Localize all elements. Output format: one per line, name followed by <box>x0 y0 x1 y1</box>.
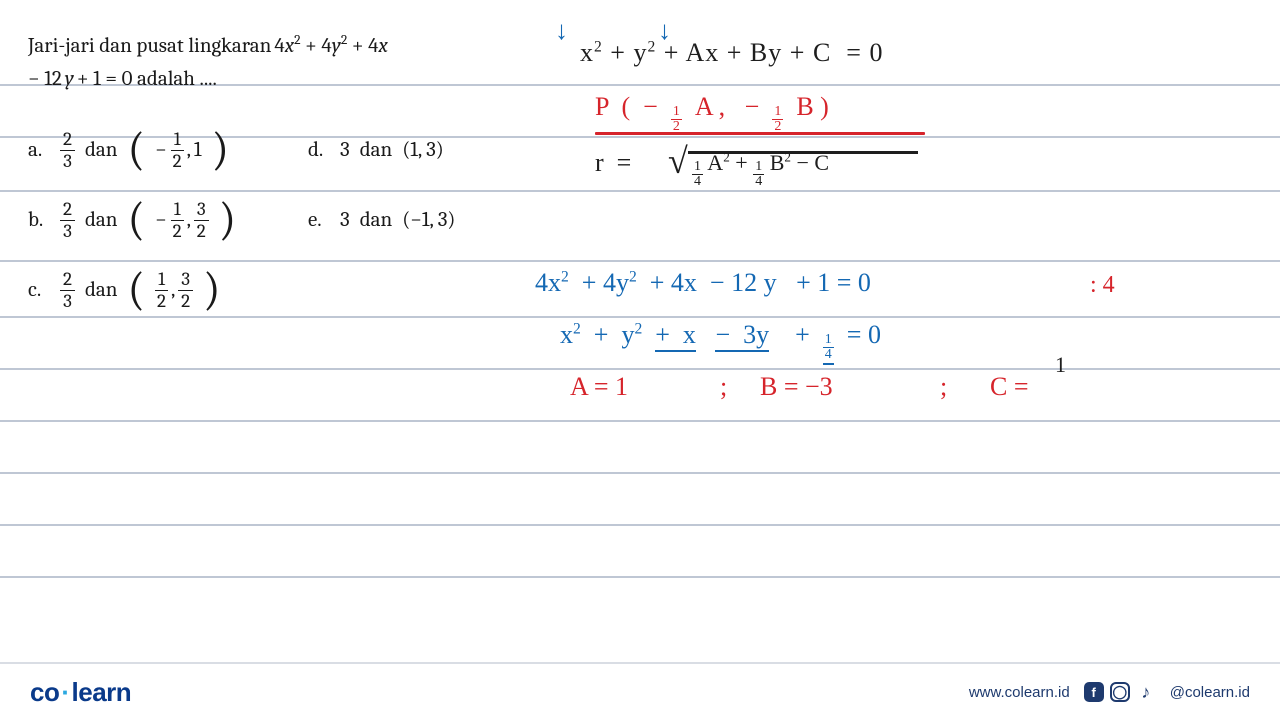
choice-b-label: b. <box>28 208 50 232</box>
hw-given-equation: 4x2 + 4y2 + 4x − 12 y + 1 = 0 <box>535 268 871 298</box>
choice-c-label: c. <box>28 278 50 302</box>
dot-icon: · <box>59 677 71 707</box>
q-prefix: Jari-jari dan pusat lingkaran <box>28 30 271 63</box>
hw-radius-expr: 14 A2 + 14 B2 − C <box>692 150 829 189</box>
footer-right: www.colearn.id f ◯ ♪ @colearn.id <box>969 682 1250 702</box>
choice-e-label: e. <box>308 208 330 232</box>
hw-center-underline <box>595 132 925 135</box>
page: Jari-jari dan pusat lingkaran 4x2 + 4y2 … <box>0 0 1280 720</box>
facebook-icon[interactable]: f <box>1084 682 1104 702</box>
instagram-icon[interactable]: ◯ <box>1110 682 1130 702</box>
choice-a: a. 23 dan ( − 12 , 1 ) <box>28 130 288 171</box>
brand-logo: co·learn <box>30 677 131 708</box>
hw-radius-formula: r = <box>595 148 644 178</box>
hw-coeff-B: B = −3 <box>760 372 833 402</box>
q-line2a: − 12 <box>28 63 62 96</box>
choice-a-label: a. <box>28 138 50 162</box>
footer: co·learn www.colearn.id f ◯ ♪ @colearn.i… <box>0 662 1280 720</box>
rule-line <box>0 576 1280 578</box>
choice-c: c. 23 dan ( 12 , 32 ) <box>28 270 288 311</box>
arrow-down-icon: ↓ <box>555 16 568 46</box>
q-line2b: + 1 = 0 adalah .... <box>77 63 217 96</box>
q-eq: 4x2 + 4y2 + 4x <box>274 30 388 63</box>
hw-stray-one: 1 <box>1055 352 1066 378</box>
hw-divide-by-4: : 4 <box>1090 272 1115 299</box>
answer-choices: a. 23 dan ( − 12 , 1 ) d. 3 dan (1, 3) <box>28 120 538 330</box>
hw-general-equation: x2 + y2 + Ax + By + C = 0 <box>580 38 883 68</box>
choice-e: e. 3 dan (−1, 3) <box>308 208 455 232</box>
hw-normalized-equation: x2 + y2 + x − 3y + 14 = 0 <box>560 320 881 365</box>
hw-semi-2: ; <box>940 372 947 402</box>
social-icons: f ◯ ♪ <box>1084 682 1156 702</box>
hw-center-formula: P ( − 12 A , − 12 B ) <box>595 92 829 134</box>
question-text: Jari-jari dan pusat lingkaran 4x2 + 4y2 … <box>28 30 528 95</box>
rule-line <box>0 524 1280 526</box>
hw-coeff-C: C = <box>990 372 1029 402</box>
footer-handle[interactable]: @colearn.id <box>1170 684 1250 701</box>
footer-url[interactable]: www.colearn.id <box>969 684 1070 701</box>
choice-d: d. 3 dan (1, 3) <box>308 138 444 162</box>
rule-line <box>0 472 1280 474</box>
q-line2-var: y <box>65 63 74 96</box>
hw-coeff-A: A = 1 <box>570 372 628 402</box>
choice-d-label: d. <box>308 138 330 162</box>
rule-line <box>0 420 1280 422</box>
choice-b: b. 23 dan ( − 12 , 32 ) <box>28 200 288 241</box>
rule-line <box>0 368 1280 370</box>
tiktok-icon[interactable]: ♪ <box>1136 682 1156 702</box>
hw-semi-1: ; <box>720 372 727 402</box>
